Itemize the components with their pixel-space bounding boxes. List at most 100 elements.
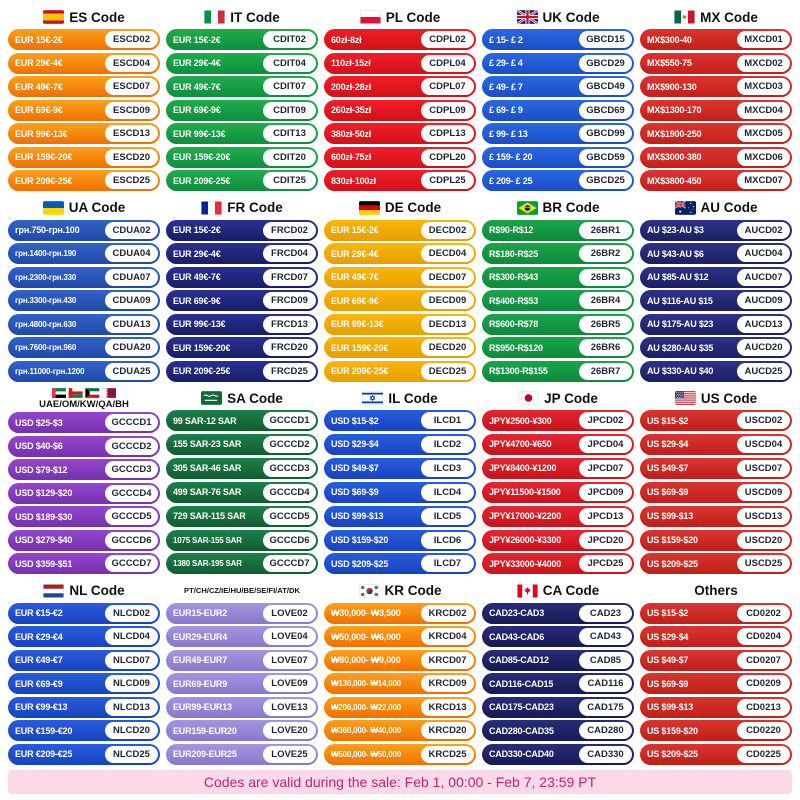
coupon-row[interactable]: грн.1400-грн.190 CDUA04 — [8, 243, 160, 265]
coupon-code[interactable]: DECD13 — [421, 315, 474, 333]
coupon-row[interactable]: US $15-$2 USCD02 — [640, 410, 792, 431]
coupon-row[interactable]: EUR 29€-4€ ESCD04 — [8, 52, 160, 74]
coupon-code[interactable]: KRCD04 — [421, 628, 474, 646]
coupon-row[interactable]: EUR99-EUR13 LOVE13 — [166, 696, 318, 718]
coupon-row[interactable]: US $159-$20 USCD20 — [640, 529, 792, 551]
coupon-code[interactable]: GBCD69 — [579, 101, 632, 119]
coupon-row[interactable]: EUR €15-€2 NLCD02 — [8, 602, 160, 624]
coupon-code[interactable]: CDPL20 — [421, 148, 474, 166]
coupon-row[interactable]: CAD280-CAD35 CAD280 — [482, 720, 634, 742]
coupon-row[interactable]: EUR €69-€9 NLCD09 — [8, 673, 160, 695]
coupon-code[interactable]: GCCCD4 — [263, 483, 316, 501]
coupon-code[interactable]: GCCCD7 — [263, 555, 316, 573]
coupon-row[interactable]: ₩30,000- ₩3,500 KRCD02 — [324, 602, 476, 624]
coupon-code[interactable]: CD0207 — [737, 651, 790, 669]
coupon-row[interactable]: 1075 SAR-155 SAR GCCCD6 — [166, 529, 318, 551]
coupon-row[interactable]: EUR 99€-13€ FRCD13 — [166, 313, 318, 335]
coupon-code[interactable]: GBCD25 — [579, 172, 632, 190]
coupon-row[interactable]: USD $129-$20 GCCCD4 — [8, 482, 160, 504]
coupon-row[interactable]: CAD85-CAD12 CAD85 — [482, 649, 634, 671]
coupon-code[interactable]: 26BR5 — [579, 315, 632, 333]
coupon-code[interactable]: GCCCD5 — [105, 508, 158, 526]
coupon-row[interactable]: US $29-$4 USCD04 — [640, 433, 792, 455]
coupon-code[interactable]: DECD25 — [421, 362, 474, 380]
coupon-code[interactable]: AUCD13 — [737, 315, 790, 333]
coupon-row[interactable]: JPY¥8400-¥1200 JPCD07 — [482, 457, 634, 479]
coupon-code[interactable]: CDIT09 — [263, 101, 316, 119]
coupon-code[interactable]: 26BR6 — [579, 339, 632, 357]
coupon-row[interactable]: MX$1900-250 MXCD05 — [640, 123, 792, 145]
coupon-code[interactable]: LOVE25 — [263, 745, 316, 763]
coupon-code[interactable]: GBCD29 — [579, 54, 632, 72]
coupon-code[interactable]: USCD02 — [737, 412, 790, 429]
coupon-code[interactable]: GCCCD7 — [105, 555, 158, 573]
coupon-row[interactable]: JPY¥11500-¥1500 JPCD09 — [482, 481, 634, 503]
coupon-code[interactable]: GBCD49 — [579, 78, 632, 96]
coupon-code[interactable]: NLCD20 — [105, 722, 158, 740]
coupon-row[interactable]: EUR €29-€4 NLCD04 — [8, 626, 160, 648]
coupon-row[interactable]: ₩500,000- ₩50,000 KRCD25 — [324, 743, 476, 765]
coupon-code[interactable]: CAD85 — [579, 651, 632, 669]
coupon-row[interactable]: AU $43-AU $6 AUCD04 — [640, 243, 792, 265]
coupon-row[interactable]: грн.3300-грн.430 CDUA09 — [8, 290, 160, 312]
coupon-row[interactable]: EUR 29€-4€ FRCD04 — [166, 243, 318, 265]
coupon-code[interactable]: ESCD02 — [105, 31, 158, 48]
coupon-row[interactable]: EUR 99€-13€ ESCD13 — [8, 123, 160, 145]
coupon-code[interactable]: CDPL13 — [421, 125, 474, 143]
coupon-row[interactable]: EUR15-EUR2 LOVE02 — [166, 602, 318, 624]
coupon-code[interactable]: CDPL25 — [421, 172, 474, 190]
coupon-row[interactable]: ₩360,000- ₩40,000 KRCD20 — [324, 720, 476, 742]
coupon-row[interactable]: MX$550-75 MXCD02 — [640, 52, 792, 74]
coupon-code[interactable]: KRCD02 — [421, 604, 474, 622]
coupon-row[interactable]: 60zł-8zł CDPL02 — [324, 29, 476, 50]
coupon-row[interactable]: 499 SAR-76 SAR GCCCD4 — [166, 481, 318, 503]
coupon-row[interactable]: CAD23-CAD3 CAD23 — [482, 602, 634, 624]
coupon-row[interactable]: 99 SAR-12 SAR GCCCD1 — [166, 410, 318, 431]
coupon-row[interactable]: R$1300-R$155 26BR7 — [482, 360, 634, 382]
coupon-code[interactable]: MXCD04 — [737, 101, 790, 119]
coupon-row[interactable]: USD $15-$2 ILCD1 — [324, 410, 476, 431]
coupon-row[interactable]: US $49-$7 CD0207 — [640, 649, 792, 671]
coupon-code[interactable]: CAD23 — [579, 604, 632, 622]
coupon-code[interactable]: FRCD25 — [263, 362, 316, 380]
coupon-code[interactable]: 26BR2 — [579, 245, 632, 263]
coupon-code[interactable]: NLCD07 — [105, 651, 158, 669]
coupon-code[interactable]: ESCD20 — [105, 148, 158, 166]
coupon-code[interactable]: ESCD25 — [105, 172, 158, 190]
coupon-row[interactable]: R$600-R$78 26BR5 — [482, 313, 634, 335]
coupon-row[interactable]: £ 209- £ 25 GBCD25 — [482, 170, 634, 192]
coupon-row[interactable]: £ 159- £ 20 GBCD59 — [482, 146, 634, 168]
coupon-code[interactable]: MXCD03 — [737, 78, 790, 96]
coupon-code[interactable]: FRCD02 — [263, 221, 316, 239]
coupon-code[interactable]: 26BR1 — [579, 221, 632, 239]
coupon-row[interactable]: CAD43-CAD6 CAD43 — [482, 626, 634, 648]
coupon-row[interactable]: US $15-$2 CD0202 — [640, 602, 792, 624]
coupon-code[interactable]: CDPL09 — [421, 101, 474, 119]
coupon-row[interactable]: USD $189-$30 GCCCD5 — [8, 506, 160, 528]
coupon-code[interactable]: JPCD09 — [579, 483, 632, 501]
coupon-row[interactable]: R$400-R$53 26BR4 — [482, 290, 634, 312]
coupon-row[interactable]: EUR159-EUR20 LOVE20 — [166, 720, 318, 742]
coupon-row[interactable]: MX$3000-380 MXCD06 — [640, 146, 792, 168]
coupon-code[interactable]: CDIT04 — [263, 54, 316, 72]
coupon-code[interactable]: CAD280 — [579, 722, 632, 740]
coupon-code[interactable]: JPCD13 — [579, 507, 632, 525]
coupon-code[interactable]: JPCD07 — [579, 459, 632, 477]
coupon-row[interactable]: 305 SAR-46 SAR GCCCD3 — [166, 457, 318, 479]
coupon-code[interactable]: ESCD09 — [105, 101, 158, 119]
coupon-code[interactable]: MXCD01 — [737, 31, 790, 48]
coupon-row[interactable]: AU $175-AU $23 AUCD13 — [640, 313, 792, 335]
coupon-row[interactable]: AU $23-AU $3 AUCD02 — [640, 219, 792, 241]
coupon-code[interactable]: JPCD02 — [579, 412, 632, 429]
coupon-code[interactable]: ILCD3 — [421, 459, 474, 477]
coupon-row[interactable]: 200zł-28zł CDPL07 — [324, 76, 476, 98]
coupon-row[interactable]: £ 29- £ 4 GBCD29 — [482, 52, 634, 74]
coupon-code[interactable]: MXCD02 — [737, 54, 790, 72]
coupon-code[interactable]: CD0225 — [737, 745, 790, 763]
coupon-code[interactable]: 26BR7 — [579, 362, 632, 380]
coupon-row[interactable]: 1380 SAR-195 SAR GCCCD7 — [166, 553, 318, 575]
coupon-code[interactable]: ILCD7 — [421, 555, 474, 573]
coupon-row[interactable]: EUR 49€-7€ CDIT07 — [166, 76, 318, 98]
coupon-code[interactable]: AUCD04 — [737, 245, 790, 263]
coupon-row[interactable]: EUR 99€-13€ CDIT13 — [166, 123, 318, 145]
